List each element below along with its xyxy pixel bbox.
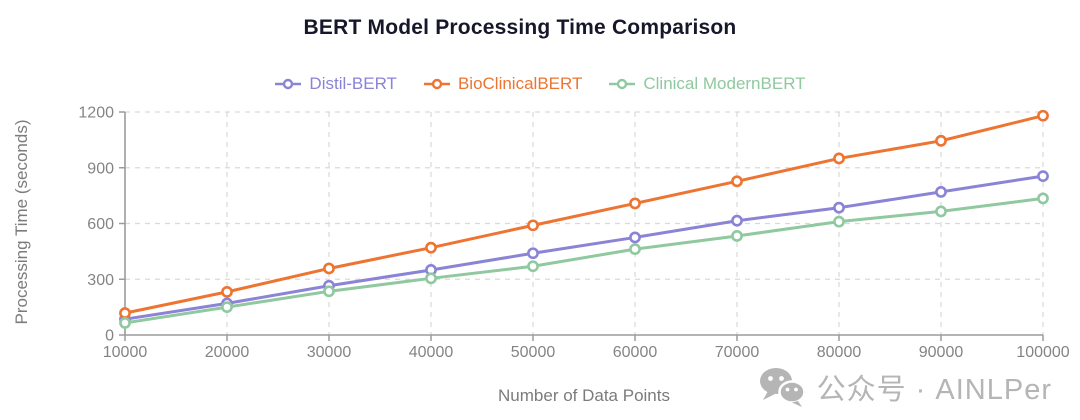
legend-label: Clinical ModernBERT — [643, 74, 806, 93]
legend: Distil-BERT BioClinicalBERT Clinical Mod… — [0, 74, 1080, 94]
data-point — [221, 285, 233, 298]
x-tick-label: 20000 — [205, 344, 250, 361]
data-point — [323, 262, 335, 275]
x-tick-label: 60000 — [613, 344, 658, 361]
data-point — [833, 152, 845, 165]
data-point — [323, 285, 335, 298]
data-point — [221, 301, 233, 314]
data-point — [119, 317, 131, 329]
y-tick-label: 600 — [87, 216, 114, 233]
x-tick-label: 70000 — [715, 344, 760, 361]
data-point — [629, 197, 641, 210]
data-point — [731, 214, 743, 227]
line-marker-icon — [609, 78, 636, 90]
x-tick-label: 40000 — [409, 344, 454, 361]
data-point — [731, 230, 743, 242]
x-axis-title: Number of Data Points — [498, 386, 670, 405]
data-point — [833, 201, 845, 214]
data-point — [527, 219, 539, 232]
data-point — [527, 260, 539, 273]
x-tick-label: 80000 — [817, 344, 862, 361]
series-line-clinical-modernbert — [123, 196, 1045, 325]
data-point — [629, 243, 641, 256]
x-tick-label: 100000 — [1016, 344, 1069, 361]
x-tick-label: 10000 — [103, 344, 148, 361]
data-point — [935, 186, 947, 198]
line-marker-icon — [423, 78, 450, 90]
y-tick-label: 0 — [105, 328, 114, 345]
series-line-distil-bert — [123, 174, 1045, 321]
data-point — [1037, 109, 1049, 122]
data-point — [119, 307, 131, 319]
data-point — [527, 247, 539, 260]
legend-item-clinical-modernbert[interactable]: Clinical ModernBERT — [608, 74, 806, 94]
legend-label: BioClinicalBERT — [457, 74, 583, 93]
data-point — [425, 241, 437, 254]
data-point — [1037, 170, 1049, 183]
legend-item-bioclinicalbert[interactable]: BioClinicalBERT — [423, 74, 582, 94]
watermark: 公众号 · AINLPer — [759, 366, 1052, 408]
data-point — [629, 231, 641, 244]
data-point — [731, 175, 743, 188]
y-tick-label: 1200 — [78, 105, 114, 122]
chart-title: BERT Model Processing Time Comparison — [303, 16, 737, 39]
wechat-icon — [759, 368, 806, 407]
watermark-text: 公众号 · AINLPer — [816, 374, 1052, 406]
x-tick-label: 90000 — [919, 344, 964, 361]
y-tick-label: 900 — [87, 160, 114, 177]
data-point — [1037, 192, 1049, 205]
y-tick-label: 300 — [87, 272, 114, 289]
data-point — [833, 215, 845, 228]
series-line-bioclinicalbert — [123, 114, 1045, 315]
y-axis-title: Processing Time (seconds) — [12, 119, 31, 325]
x-tick-label: 30000 — [307, 344, 352, 361]
data-point — [935, 205, 947, 218]
legend-label: Distil-BERT — [309, 74, 397, 93]
data-point — [425, 272, 437, 285]
data-point — [935, 134, 947, 147]
x-tick-label: 50000 — [511, 344, 556, 361]
legend-item-distil-bert[interactable]: Distil-BERT — [274, 74, 397, 94]
line-marker-icon — [275, 78, 302, 90]
